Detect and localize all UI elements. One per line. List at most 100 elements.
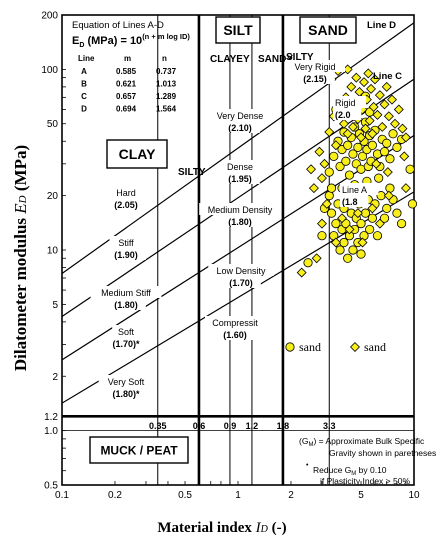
data-point-circle: [341, 156, 351, 166]
data-point-diamond: [390, 118, 400, 129]
data-point-diamond: [367, 128, 378, 139]
zone-label: Medium Density: [208, 205, 273, 215]
data-point-circle: [348, 149, 358, 159]
data-point-diamond: [338, 118, 349, 129]
data-point-diamond: [317, 173, 327, 184]
data-point-diamond: [383, 111, 394, 122]
zone-label-bg: [223, 160, 257, 172]
zone-gravity: (1.95): [228, 174, 252, 184]
data-point-diamond: [387, 94, 397, 105]
soil-label-sandy: SANDY: [258, 54, 293, 65]
boundary-label: 0.35: [149, 421, 167, 431]
data-point-circle: [335, 161, 345, 172]
data-point-circle: [341, 219, 351, 229]
data-point-circle: [372, 231, 383, 241]
legend-label: sand: [364, 340, 386, 354]
zone-gravity: (1.70)*: [112, 339, 140, 349]
data-point-circle: [382, 203, 392, 213]
soil-label-sand: SAND: [308, 22, 348, 38]
data-point-diamond: [383, 190, 394, 201]
zone-gravity: (1.90): [114, 250, 138, 260]
zone-label-bg: [109, 236, 143, 248]
y-tick-label: 10: [47, 246, 59, 257]
equation-row-line: B: [81, 80, 87, 89]
equation-row-n: 0.737: [156, 67, 177, 76]
zone-label-bg: [103, 387, 149, 399]
zone-label-bg: [103, 337, 149, 349]
chart: 0.35 0.6 0.9 1.2 1.8 3.3 Equation of Lines A-D…: [41, 11, 436, 502]
data-point-diamond: [377, 121, 388, 132]
data-point-circle: [396, 219, 407, 229]
data-point-circle: [388, 129, 398, 139]
y-tick-label: 200: [41, 11, 58, 22]
data-point-diamond: [382, 167, 393, 178]
equation-row-line: C: [81, 92, 87, 101]
data-point-diamond: [314, 146, 325, 157]
data-point-diamond: [374, 90, 385, 101]
data-point-circle: [392, 142, 402, 152]
zone-gravity: (1.80)*: [112, 389, 140, 399]
zone-gravity: (2.15): [303, 74, 327, 84]
zone-label: Very Soft: [108, 377, 145, 387]
data-point-circle: [357, 151, 368, 161]
zone-label-bg: [285, 60, 345, 72]
data-point-circle: [348, 245, 358, 255]
note-reduce: Reduce GM by 0.10: [313, 465, 387, 477]
zone-label-bg: [106, 248, 146, 260]
data-point-circle: [407, 199, 418, 209]
data-point-circle: [356, 219, 366, 229]
equation-row-m: 0.621: [116, 80, 137, 89]
data-point-diamond: [311, 253, 322, 264]
data-point-circle: [326, 208, 337, 218]
zone-label-bg: [112, 186, 140, 198]
data-point-diamond: [330, 237, 341, 248]
data-point-diamond: [363, 68, 374, 79]
equation-header: Line: [78, 54, 95, 63]
data-point-diamond: [308, 183, 319, 194]
zone-label-bg: [340, 195, 369, 207]
data-point-diamond: [360, 123, 371, 134]
data-point-circle: [356, 249, 366, 259]
data-point-diamond: [393, 104, 404, 115]
zone-label: Line A: [342, 185, 367, 195]
data-point-diamond: [379, 99, 390, 110]
data-point-diamond: [342, 128, 353, 139]
soil-label-silty: SILTY: [286, 52, 314, 63]
soil-label-sand-box: [299, 16, 357, 44]
zone-label: Dense: [227, 162, 253, 172]
data-point-diamond: [364, 115, 375, 126]
data-point-circle: [382, 138, 392, 148]
y-axis-label: Dilatometer modulus ED (MPa): [11, 144, 30, 372]
data-point-diamond: [317, 218, 327, 229]
equation-row-line: D: [81, 105, 87, 114]
x-tick-label: 10: [408, 490, 420, 501]
zone-label-bg: [221, 276, 261, 288]
zone-label-bg: [112, 325, 140, 337]
equation-title: Equation of Lines A-D: [72, 20, 164, 31]
data-point-diamond: [367, 203, 378, 214]
x-tick-label: 0.1: [55, 490, 69, 501]
zone-label: Low Density: [216, 266, 266, 276]
zone-label: Medium Stiff: [101, 288, 151, 298]
boundary-label: 1.2: [246, 421, 259, 431]
y-tick-label: 1.0: [44, 426, 58, 437]
data-point-circle: [303, 258, 313, 268]
equation-line-d: [62, 22, 414, 274]
zone-gravity: (2.0: [335, 110, 351, 120]
note-reduce-2: if Plasticity Index > 50%: [320, 476, 410, 486]
zone-label-bg: [220, 121, 260, 133]
zone-gravity: (1.80): [228, 217, 252, 227]
data-point-diamond: [371, 158, 382, 169]
zone-label: Very Rigid: [294, 62, 335, 72]
data-point-circle: [367, 140, 377, 150]
soil-label-muck-box: [89, 436, 189, 464]
zone-gravity: (1.80): [114, 300, 138, 310]
data-point-diamond: [400, 183, 411, 194]
zone-label-bg: [220, 172, 260, 184]
data-point-diamond: [319, 158, 330, 169]
data-point-circle: [385, 183, 395, 193]
data-point-diamond: [357, 237, 368, 248]
x-tick-label: 2: [288, 490, 294, 501]
equation-row-m: 0.657: [116, 92, 137, 101]
note-bullet: •: [306, 462, 309, 469]
